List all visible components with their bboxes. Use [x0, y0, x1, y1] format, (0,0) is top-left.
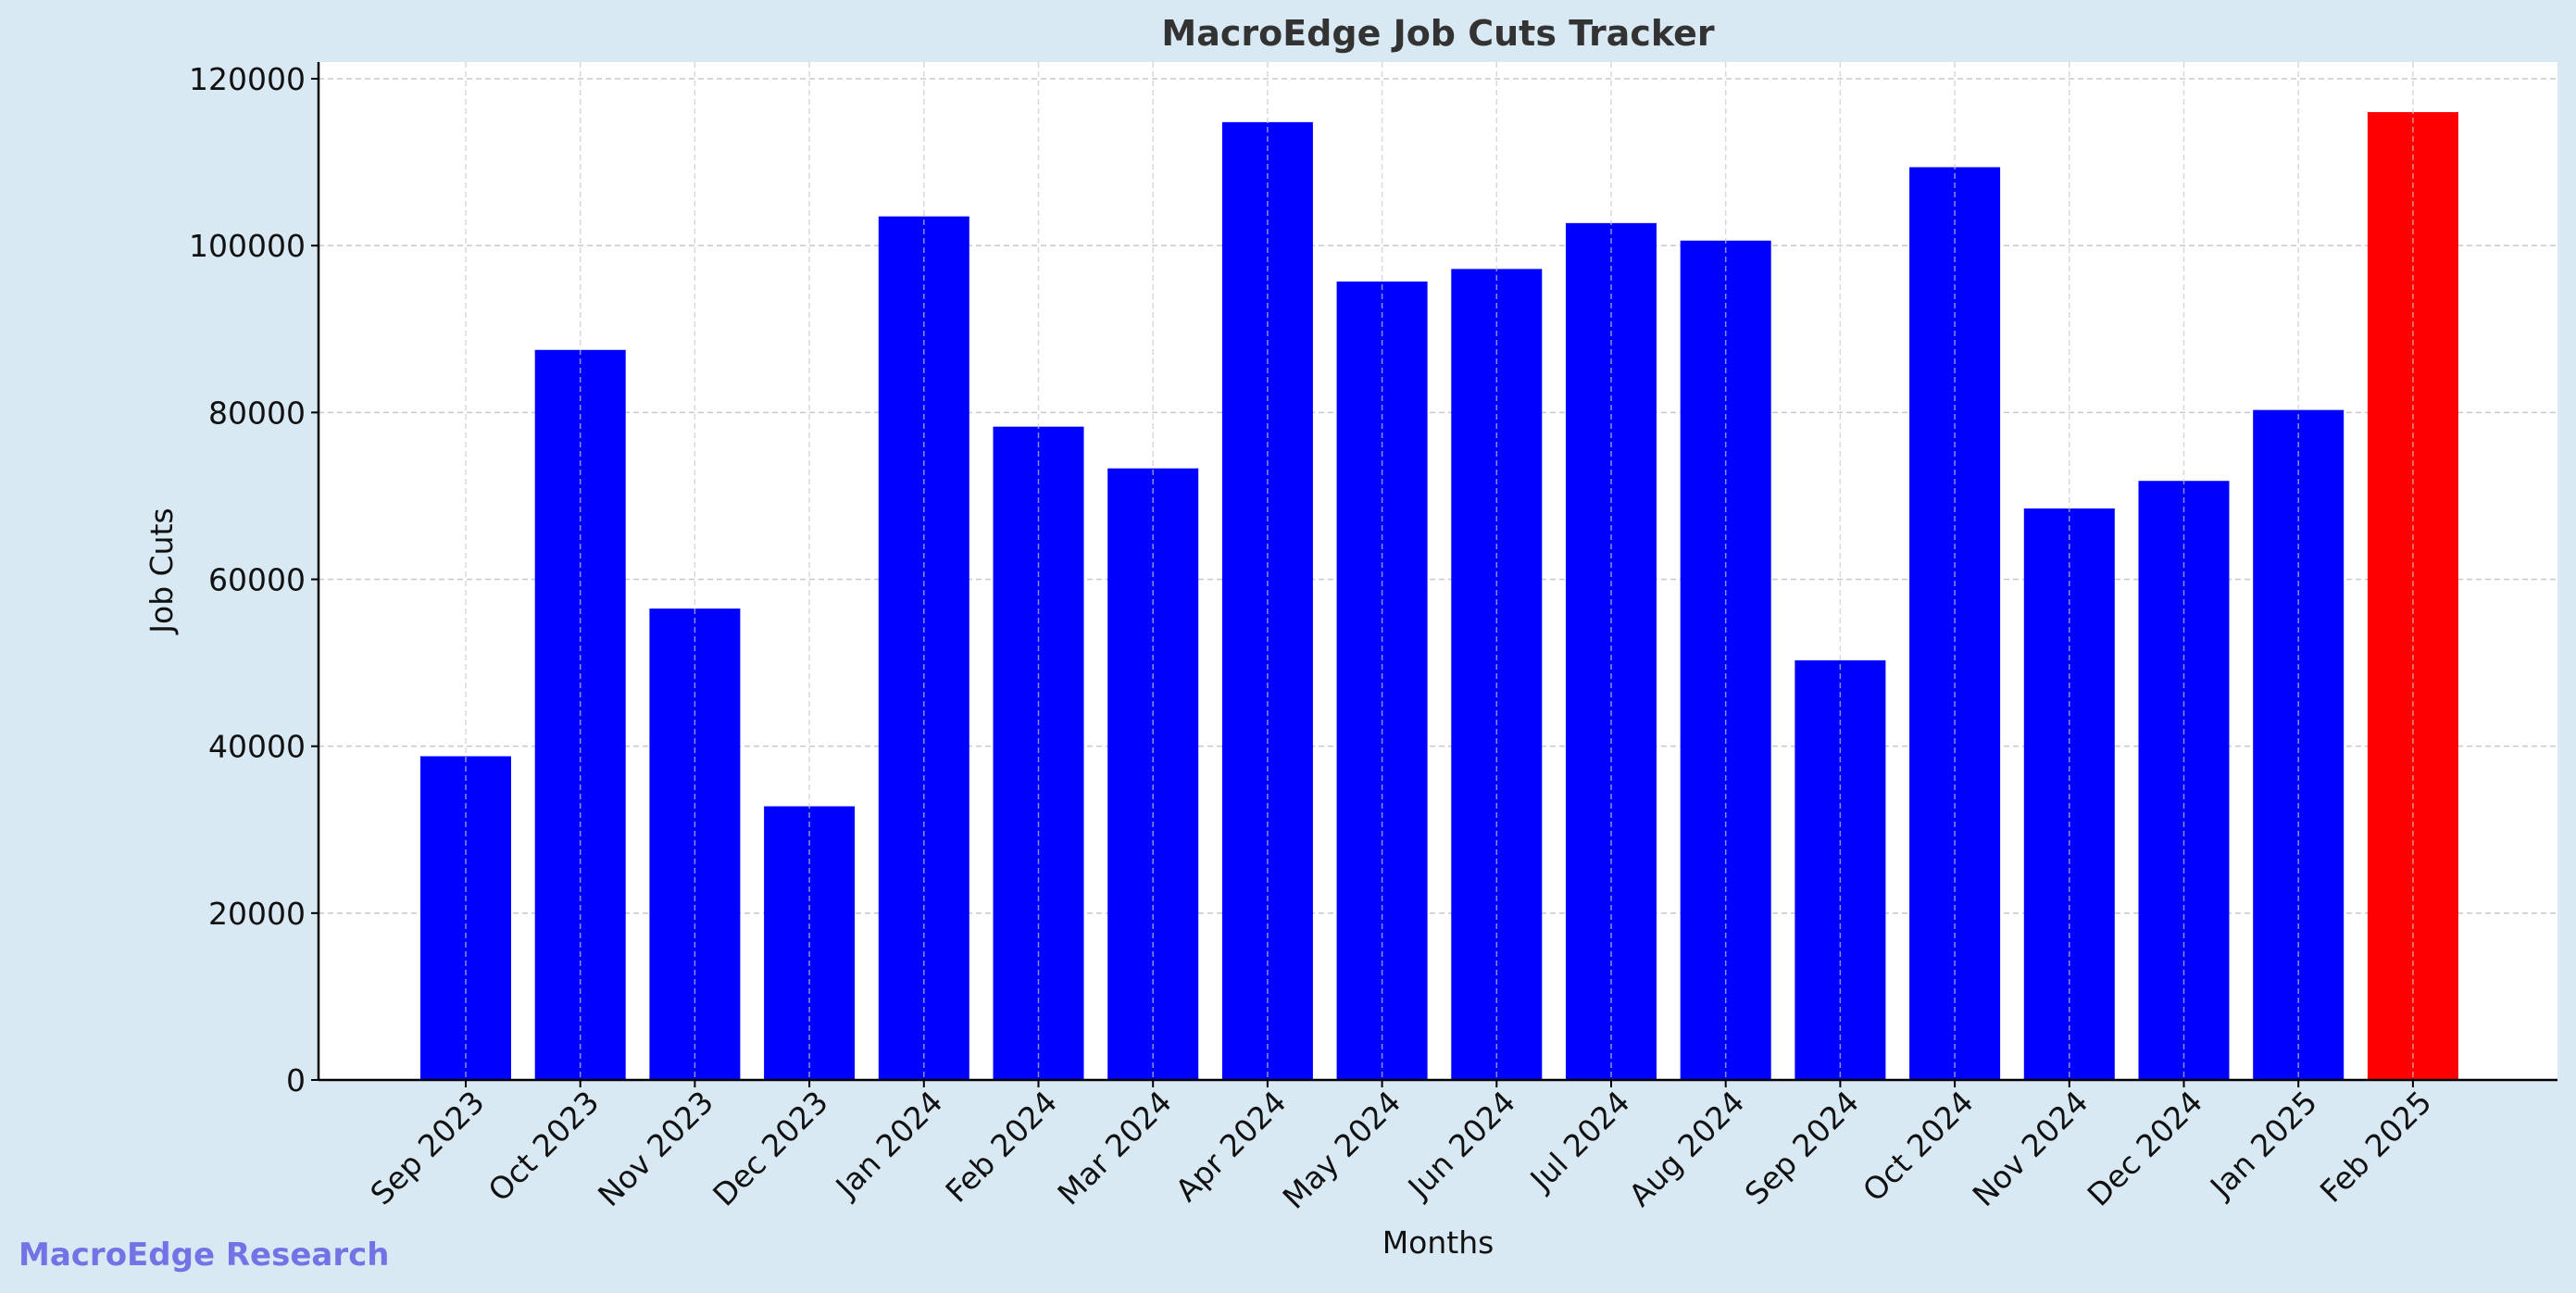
- x-tick-label: Nov 2023: [591, 1084, 720, 1213]
- bar: [1336, 281, 1428, 1080]
- y-tick-label: 120000: [189, 61, 306, 97]
- x-tick-label: Jan 2025: [2202, 1084, 2324, 1206]
- chart-title: MacroEdge Job Cuts Tracker: [1161, 13, 1714, 54]
- x-tick-label: Mar 2024: [1050, 1084, 1178, 1211]
- x-tick-label: Apr 2024: [1169, 1084, 1294, 1209]
- x-tick-label: Nov 2024: [1966, 1084, 2095, 1213]
- y-tick-label: 0: [286, 1062, 306, 1098]
- x-tick-label: Oct 2023: [481, 1084, 606, 1209]
- x-tick-label: May 2024: [1276, 1084, 1408, 1216]
- x-tick-label: Dec 2023: [706, 1084, 835, 1213]
- x-tick-label: Sep 2023: [363, 1084, 491, 1211]
- x-tick-label: Jul 2024: [1522, 1084, 1637, 1199]
- x-tick-label: Feb 2024: [938, 1084, 1064, 1210]
- x-tick-label: Dec 2024: [2081, 1084, 2210, 1213]
- x-tick-label: Aug 2024: [1621, 1084, 1751, 1213]
- y-tick-label: 20000: [208, 896, 306, 932]
- x-tick-label: Oct 2024: [1856, 1084, 1981, 1209]
- watermark: MacroEdge Research: [19, 1237, 390, 1274]
- y-axis-label: Job Cuts: [144, 508, 180, 634]
- y-tick-label: 40000: [208, 729, 306, 765]
- x-tick-label: Jan 2024: [828, 1084, 950, 1206]
- vertical-grid-overlay: [465, 62, 2414, 1080]
- y-ticks: 0 20000 40000 60000 80000 100000 120000: [189, 61, 319, 1098]
- x-tick-label: Feb 2025: [2313, 1084, 2439, 1210]
- x-tick-label: Jun 2024: [1400, 1084, 1522, 1206]
- bar: [2253, 409, 2345, 1080]
- y-tick-label: 60000: [208, 562, 306, 598]
- y-tick-label: 100000: [189, 228, 306, 264]
- x-axis-label: Months: [1382, 1224, 1494, 1261]
- bar: [1107, 468, 1199, 1080]
- y-tick-label: 80000: [208, 395, 306, 431]
- x-tick-label: Sep 2024: [1738, 1084, 1866, 1211]
